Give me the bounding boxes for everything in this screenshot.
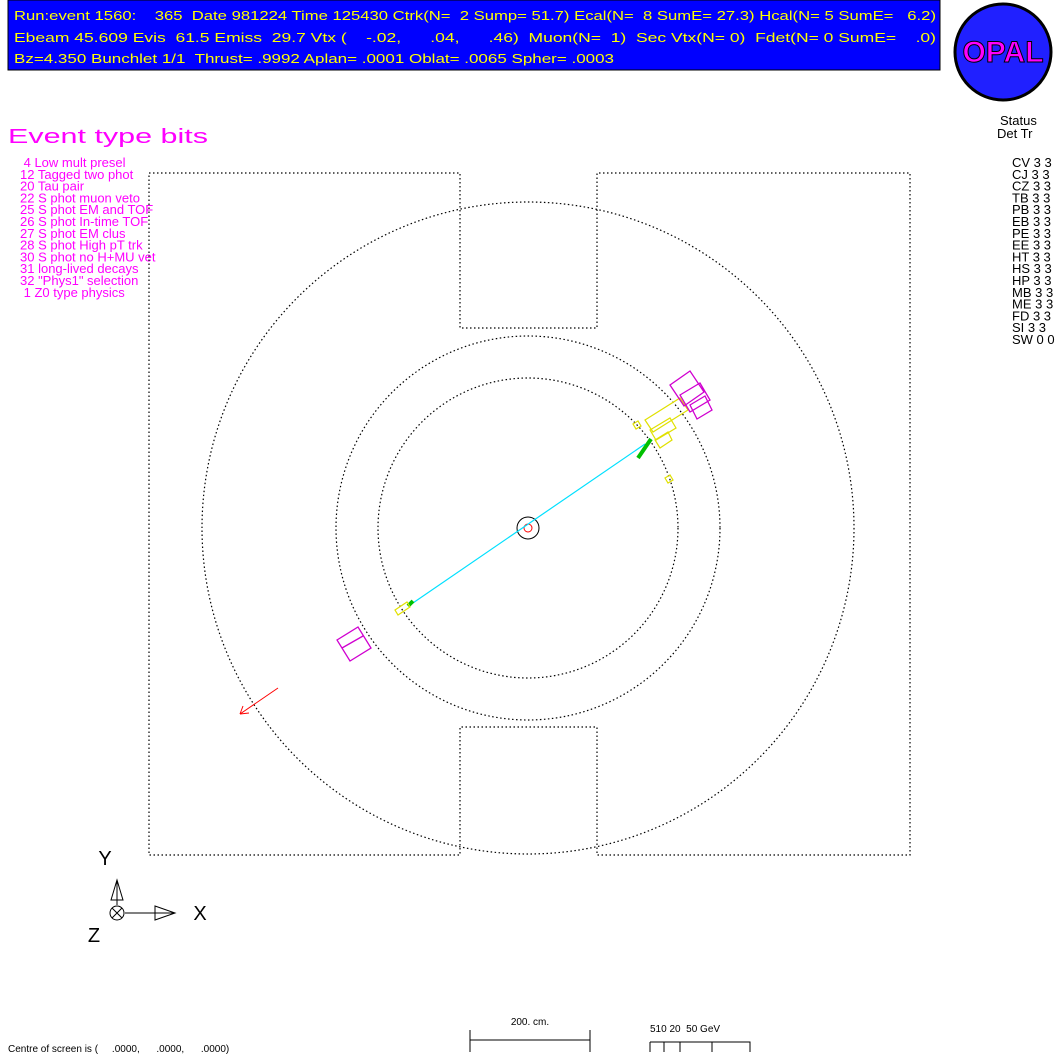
logo-circle (953, 2, 1053, 102)
arrow-head (239, 705, 250, 715)
status-row: CV 3 3 (1012, 155, 1052, 170)
header-line: Ebeam 45.609 Evis 61.5 Emiss 29.7 Vtx ( … (14, 30, 936, 45)
tof-hit (636, 437, 653, 460)
detector-outline (148, 172, 911, 856)
beam-pipe (516, 516, 540, 540)
hcal-clusters (336, 370, 713, 662)
status-row: SW 0 0 (1012, 332, 1055, 347)
bit-item: 32 "Phys1" selection (20, 273, 138, 288)
outer-ring (201, 201, 855, 855)
bit-item: 1 Z0 type physics (20, 285, 125, 300)
status-title: Status (1000, 113, 1037, 128)
bit-item: 26 S phot In-time TOF (20, 214, 148, 229)
energy-scale: 510 20 50 GeV (650, 1024, 720, 1035)
bit-item: 20 Tau pair (20, 179, 85, 194)
status-row: PB 3 3 (1012, 202, 1051, 217)
status-list: CV 3 3CJ 3 3CZ 3 3TB 3 3PB 3 3EB 3 3PE 3… (1012, 155, 1055, 347)
bit-item: 27 S phot EM clus (20, 226, 126, 241)
status-row: SI 3 3 (1012, 320, 1046, 335)
axis-label: X (193, 903, 206, 925)
status-row: HP 3 3 (1012, 273, 1052, 288)
status-row: ME 3 3 (1012, 297, 1053, 312)
axis-z-cross (111, 907, 123, 919)
status-row: MB 3 3 (1012, 285, 1053, 300)
status-row: HS 3 3 (1012, 261, 1052, 276)
header-box (7, 0, 941, 71)
bits-title: Event type bits (8, 126, 208, 148)
ecal-clusters (394, 397, 689, 616)
arrow (154, 905, 177, 921)
bit-item: 25 S phot EM and TOF (20, 202, 153, 217)
status-row: CZ 3 3 (1012, 179, 1051, 194)
status-row: FD 3 3 (1012, 308, 1051, 323)
inner-ring (377, 377, 679, 679)
length-scale: 200. cm. (511, 1017, 549, 1028)
bit-item: 12 Tagged two phot (20, 167, 134, 182)
energy-bar (649, 1041, 751, 1052)
axis-label: Z (88, 925, 100, 947)
bit-item: 4 Low mult presel (20, 155, 126, 170)
header-line: Bz=4.350 Bunchlet 1/1 Thrust= .9992 Apla… (14, 51, 614, 66)
status-row: EB 3 3 (1012, 214, 1051, 229)
logo: OPAL (962, 36, 1043, 69)
vertex (523, 523, 533, 533)
header-line: Run:event 1560: 365 Date 981224 Time 125… (14, 8, 936, 23)
status-columns: Det Tr (997, 126, 1033, 141)
arrow (110, 878, 124, 901)
axis-label: Y (98, 848, 111, 870)
length-bar (469, 1030, 591, 1052)
status-row: CJ 3 3 (1012, 167, 1050, 182)
bit-item: 30 S phot no H+MU vet (20, 249, 156, 264)
status-row: PE 3 3 (1012, 226, 1051, 241)
bit-item: 28 S phot High pT trk (20, 238, 143, 253)
middle-ring (335, 335, 721, 721)
status-row: TB 3 3 (1012, 190, 1050, 205)
missing-energy (239, 687, 279, 715)
track (409, 443, 646, 606)
status-row: EE 3 3 (1012, 238, 1051, 253)
axis-z (109, 905, 125, 921)
status-row: HT 3 3 (1012, 249, 1051, 264)
bit-item: 22 S phot muon veto (20, 190, 140, 205)
centre-text: Centre of screen is ( .0000, .0000, .000… (8, 1044, 229, 1055)
bit-item: 31 long-lived decays (20, 261, 139, 276)
